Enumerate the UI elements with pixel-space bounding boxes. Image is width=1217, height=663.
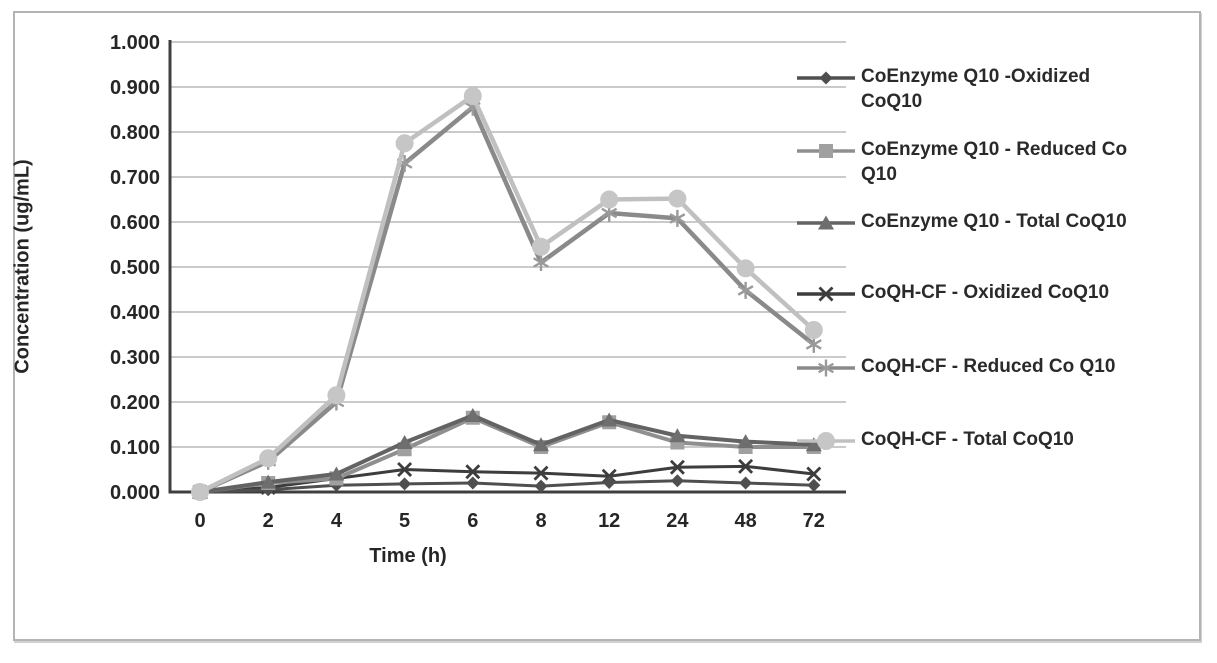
figure-frame (13, 11, 1201, 641)
square-legend-swatch-icon (797, 144, 855, 158)
x-legend-swatch-icon (797, 286, 855, 302)
diamond-marker (807, 478, 821, 492)
triangle-marker (396, 435, 413, 449)
y-tick-label: 0.900 (110, 77, 160, 99)
x-tick-label: 48 (734, 510, 756, 532)
y-axis-title: Concentration (ug/mL) (11, 159, 34, 374)
diamond-marker (466, 476, 480, 490)
circle-marker (817, 432, 835, 450)
series-line (199, 479, 814, 494)
legend-item: CoEnzyme Q10 - Reduced Co Q10 (797, 137, 1127, 187)
diamond-marker (819, 71, 833, 85)
x-tick-label: 0 (194, 510, 205, 532)
legend-item: CoQH-CF - Reduced Co Q10 (797, 354, 1115, 381)
legend-item: CoQH-CF - Total CoQ10 (797, 427, 1074, 454)
y-tick-label: 0.700 (110, 167, 160, 189)
y-tick-label: 0.500 (110, 257, 160, 279)
x-tick-label: 6 (467, 510, 478, 532)
square-marker (819, 144, 833, 158)
legend-label: CoEnzyme Q10 -Oxidized CoQ10 (861, 66, 1091, 112)
x-marker (533, 465, 549, 481)
series-line (199, 464, 814, 494)
diamond-marker (398, 477, 412, 491)
legend-label: CoQH-CF - Reduced Co Q10 (861, 356, 1116, 377)
series-line (199, 413, 814, 494)
y-tick-label: 0.300 (110, 347, 160, 369)
x-tick-label: 5 (399, 510, 410, 532)
diamond-legend-swatch-icon (797, 71, 855, 85)
triangle-marker (533, 437, 549, 452)
legend-label: CoQH-CF - Total CoQ10 (861, 429, 1074, 450)
star-marker (818, 359, 834, 377)
star-marker (669, 209, 686, 227)
circle-marker (804, 321, 823, 339)
series-line (199, 93, 816, 495)
y-tick-label: 0.200 (110, 392, 160, 414)
legend-item: CoEnzyme Q10 -Oxidized CoQ10 (797, 64, 1090, 114)
legend-item: CoEnzyme Q10 - Total CoQ10 (797, 209, 1127, 236)
series-line (199, 415, 814, 494)
y-tick-label: 0.600 (110, 212, 160, 234)
triangle-marker (669, 428, 686, 443)
circle-legend-swatch-icon (797, 432, 855, 450)
x-tick-label: 12 (598, 510, 620, 532)
circle-marker (395, 134, 414, 153)
circle-marker (532, 237, 550, 256)
x-marker (669, 459, 685, 475)
x-tick-label: 72 (803, 510, 825, 532)
star-marker (737, 281, 754, 299)
legend-label: CoQH-CF - Oxidized CoQ10 (861, 282, 1110, 303)
circle-marker (259, 449, 278, 468)
triangle-marker (818, 215, 834, 230)
circle-marker (463, 87, 482, 105)
triangle-marker (601, 412, 618, 427)
y-tick-label: 0.800 (110, 122, 160, 144)
circle-marker (600, 190, 619, 209)
x-tick-label: 2 (263, 510, 274, 532)
x-marker (465, 464, 481, 480)
diamond-marker (739, 476, 753, 490)
triangle-marker (328, 466, 345, 481)
circle-marker (191, 483, 209, 501)
star-marker (533, 254, 549, 271)
x-marker (818, 286, 834, 302)
y-tick-label: 1.000 (110, 32, 160, 54)
y-tick-label: 0.100 (110, 437, 160, 459)
triangle-marker (260, 474, 277, 489)
x-tick-label: 24 (666, 510, 689, 532)
x-marker (397, 462, 413, 477)
diamond-marker (670, 474, 684, 488)
legend-label: CoEnzyme Q10 - Reduced Co Q10 (861, 139, 1128, 185)
x-marker (806, 466, 822, 482)
triangle-marker (464, 408, 481, 422)
circle-marker (327, 386, 346, 405)
x-axis-title: Time (h) (369, 545, 447, 567)
diamond-marker (534, 479, 548, 493)
circle-marker (736, 259, 755, 278)
series-line (199, 105, 816, 495)
x-tick-label: 4 (331, 510, 343, 532)
triangle-marker (737, 434, 754, 449)
legend-label: CoEnzyme Q10 - Total CoQ10 (861, 211, 1127, 232)
x-marker (738, 458, 754, 474)
triangle-marker (805, 437, 822, 452)
diamond-marker (602, 476, 616, 490)
y-tick-label: 0.400 (110, 302, 160, 324)
legend-item: CoQH-CF - Oxidized CoQ10 (797, 280, 1109, 307)
circle-marker (668, 189, 687, 208)
star-legend-swatch-icon (797, 359, 855, 377)
y-tick-label: 0.000 (110, 482, 160, 504)
triangle-legend-swatch-icon (797, 215, 855, 230)
x-tick-label: 8 (535, 510, 546, 532)
